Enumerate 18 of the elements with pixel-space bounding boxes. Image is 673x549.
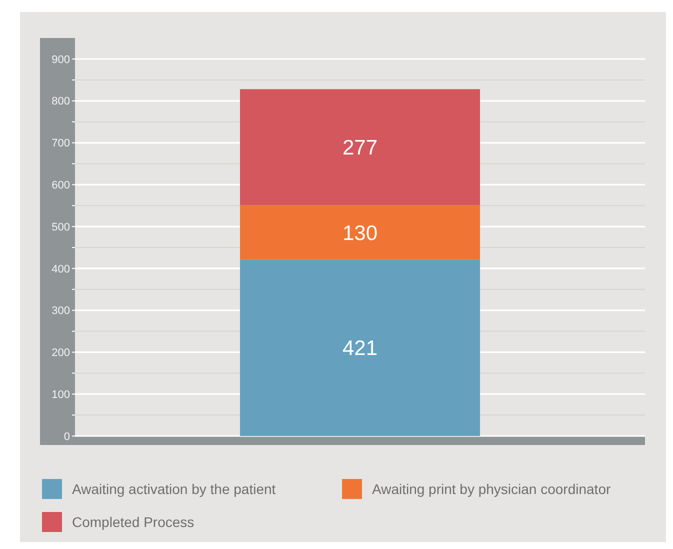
y-tick-label: 0 bbox=[64, 430, 70, 443]
y-tick-label: 400 bbox=[52, 263, 70, 276]
data-label: 421 bbox=[342, 337, 378, 360]
data-label: 130 bbox=[342, 222, 378, 245]
y-tick-label: 100 bbox=[52, 388, 70, 401]
y-tick-label: 700 bbox=[52, 138, 70, 150]
legend-label: Awaiting activation by the patient bbox=[72, 480, 276, 497]
data-label: 277 bbox=[342, 136, 378, 160]
y-tick-label: 900 bbox=[52, 54, 70, 66]
y-tick-label: 300 bbox=[52, 305, 70, 318]
y-tick-label: 800 bbox=[52, 96, 70, 108]
legend-label: Awaiting print by physician coordinator bbox=[372, 480, 611, 497]
y-tick-label: 200 bbox=[52, 347, 70, 360]
bar bbox=[240, 89, 480, 206]
y-tick-label: 500 bbox=[52, 221, 70, 234]
bar bbox=[240, 205, 480, 260]
y-tick-label: 600 bbox=[52, 180, 70, 192]
legend-label: Completed Process bbox=[72, 514, 194, 530]
